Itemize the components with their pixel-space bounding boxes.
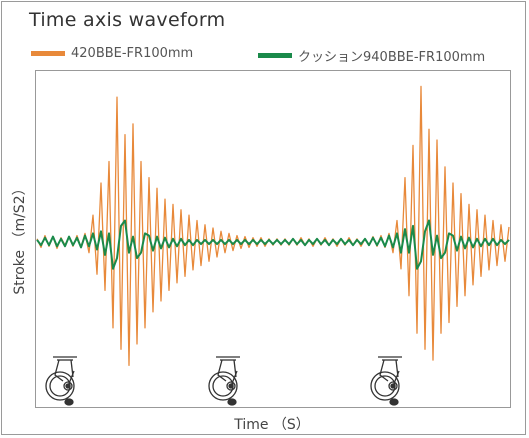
legend-swatch-orange xyxy=(31,51,65,56)
caster-wheel-icon xyxy=(45,356,77,406)
legend-item-orange: 420BBE-FR100mm xyxy=(31,46,193,61)
legend-label-orange: 420BBE-FR100mm xyxy=(71,46,194,61)
series-line-green xyxy=(36,219,510,270)
y-axis-label: Stroke （m/S2） xyxy=(12,181,28,295)
caster-wheel-icon xyxy=(370,356,402,406)
legend-swatch-green xyxy=(258,53,292,58)
series-line-orange xyxy=(36,85,510,367)
caster-wheel-icon xyxy=(208,356,240,406)
legend-item-green: クッション940BBE-FR100mm xyxy=(258,46,485,65)
chart-title: Time axis waveform xyxy=(29,9,226,31)
x-axis-label: Time （S） xyxy=(234,417,310,433)
legend-label-green: クッション940BBE-FR100mm xyxy=(298,50,486,65)
